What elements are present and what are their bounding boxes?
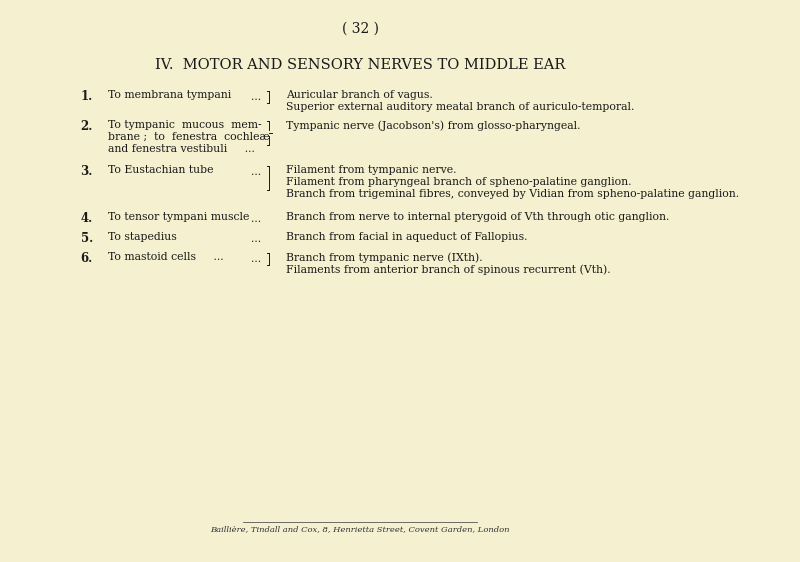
- Text: Baillière, Tindall and Cox, 8, Henrietta Street, Covent Garden, London: Baillière, Tindall and Cox, 8, Henrietta…: [210, 525, 510, 533]
- Text: To membrana tympani: To membrana tympani: [108, 90, 231, 100]
- Text: Superior external auditory meatal branch of auriculo-temporal.: Superior external auditory meatal branch…: [286, 102, 634, 112]
- Text: Branch from nerve to internal pterygoid of Vth through otic ganglion.: Branch from nerve to internal pterygoid …: [286, 212, 670, 222]
- Text: Branch from tympanic nerve (IXth).: Branch from tympanic nerve (IXth).: [286, 252, 483, 262]
- Text: ...: ...: [251, 254, 262, 264]
- Text: brane ;  to  fenestra  cochleæ: brane ; to fenestra cochleæ: [108, 132, 270, 142]
- Text: To Eustachian tube: To Eustachian tube: [108, 165, 214, 175]
- Text: ...: ...: [251, 234, 262, 244]
- Text: Branch from trigeminal fibres, conveyed by Vidian from spheno-palatine ganglion.: Branch from trigeminal fibres, conveyed …: [286, 189, 739, 199]
- Text: 3.: 3.: [80, 165, 93, 178]
- Text: To tympanic  mucous  mem-: To tympanic mucous mem-: [108, 120, 262, 130]
- Text: 4.: 4.: [81, 212, 93, 225]
- Text: Filament from tympanic nerve.: Filament from tympanic nerve.: [286, 165, 457, 175]
- Text: To tensor tympani muscle: To tensor tympani muscle: [108, 212, 250, 222]
- Text: 6.: 6.: [81, 252, 93, 265]
- Text: Filament from pharyngeal branch of spheno-palatine ganglion.: Filament from pharyngeal branch of sphen…: [286, 177, 632, 187]
- Text: Auricular branch of vagus.: Auricular branch of vagus.: [286, 90, 433, 100]
- Text: To mastoid cells     ...: To mastoid cells ...: [108, 252, 224, 262]
- Text: To stapedius: To stapedius: [108, 232, 177, 242]
- Text: and fenestra vestibuli     ...: and fenestra vestibuli ...: [108, 144, 255, 154]
- Text: ...: ...: [251, 214, 262, 224]
- Text: 5.: 5.: [81, 232, 93, 245]
- Text: IV.  MOTOR AND SENSORY NERVES TO MIDDLE EAR: IV. MOTOR AND SENSORY NERVES TO MIDDLE E…: [155, 58, 566, 72]
- Text: Tympanic nerve (Jacobson's) from glosso-pharyngeal.: Tympanic nerve (Jacobson's) from glosso-…: [286, 120, 581, 130]
- Text: 2.: 2.: [80, 120, 93, 133]
- Text: ( 32 ): ( 32 ): [342, 22, 378, 36]
- Text: 1.: 1.: [81, 90, 93, 103]
- Text: Filaments from anterior branch of spinous recurrent (Vth).: Filaments from anterior branch of spinou…: [286, 264, 611, 275]
- Text: Branch from facial in aqueduct of Fallopius.: Branch from facial in aqueduct of Fallop…: [286, 232, 528, 242]
- Text: ...: ...: [251, 92, 262, 102]
- Text: ...: ...: [251, 167, 262, 177]
